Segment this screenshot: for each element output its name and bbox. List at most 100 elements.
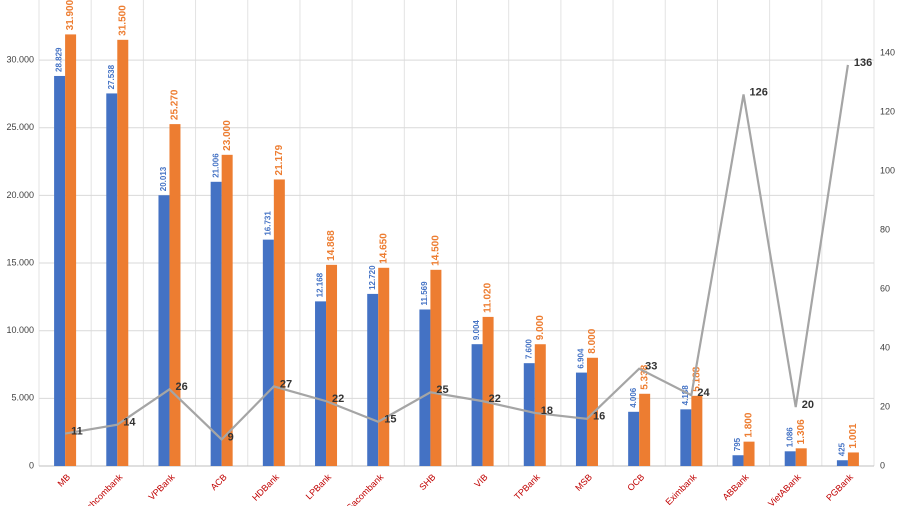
y2-tick-label: 60 [880,283,890,293]
value-label: 1.086 [785,427,794,448]
value-label: 25.270 [170,89,181,120]
line-label: 24 [697,387,710,399]
bar [743,441,755,466]
bar [586,357,598,466]
x-tick-label: SHB [417,472,437,492]
value-label: 8.000 [587,328,598,353]
y2-tick-label: 20 [880,401,890,411]
value-label: 5.188 [691,366,702,391]
bar [628,411,640,466]
value-label: 28.829 [55,47,64,72]
bar [106,93,118,466]
value-label: 11.020 [483,282,494,312]
value-label: 31.500 [117,5,128,36]
x-tick-label: MB [56,472,73,489]
bar [523,363,535,466]
line-label: 22 [489,393,501,405]
bar [471,344,483,466]
x-tick-label: ACB [209,472,229,492]
line-label: 9 [228,431,234,443]
value-label: 14.868 [326,230,337,261]
bar [117,39,129,467]
bar [482,316,494,466]
bar [273,179,285,467]
value-label: 12.720 [368,265,377,290]
line-label: 20 [802,399,814,411]
bar [367,293,379,466]
x-tick-label: Techcombank [78,472,125,506]
bar [65,34,77,466]
bar [221,154,233,466]
value-label: 1.306 [796,419,807,444]
bar [419,309,431,466]
y2-tick-label: 140 [880,48,895,58]
line-label: 14 [123,417,136,429]
y-tick-label: 5.000 [11,393,34,403]
line-label: 18 [541,405,553,417]
value-label: 16.731 [263,211,272,236]
value-label: 6.904 [577,348,586,369]
x-tick-label: ABBank [721,472,751,502]
bar [158,195,170,466]
y2-tick-label: 0 [880,460,885,470]
value-label: 14.500 [431,235,442,266]
y-tick-label: 20.000 [6,190,34,200]
x-tick-label: HDBank [250,472,281,503]
y-tick-label: 0 [29,460,34,470]
value-label: 4.188 [681,385,690,406]
bar [262,239,274,466]
value-label: 5.338 [639,364,650,389]
y-tick-label: 15.000 [6,257,34,267]
bar [691,395,703,466]
x-tick-label: VPBank [146,472,176,502]
x-tick-label: VIB [472,472,489,489]
y2-tick-label: 80 [880,224,890,234]
value-label: 11.569 [420,281,429,306]
x-tick-label: Sacombank [345,472,386,506]
y-tick-label: 30.000 [6,54,34,64]
line-label: 126 [750,86,768,98]
bar [847,452,859,466]
bar [795,448,807,466]
value-label: 795 [733,437,742,451]
x-tick-label: Eximbank [663,472,698,506]
line [64,64,849,442]
x-tick-label: TPBank [512,472,542,502]
bar [732,455,744,466]
bar [534,344,546,466]
x-tick-label: OCB [625,472,646,493]
value-label: 1.800 [744,412,755,437]
x-tick-label: MSB [573,472,594,493]
value-label: 27.538 [107,64,116,89]
bar [210,181,222,466]
line-label: 136 [854,57,872,69]
bar [680,409,692,466]
x-tick-label: PGBank [824,472,855,503]
value-label: 7.600 [524,339,533,360]
value-label: 1.001 [848,423,859,448]
bar [326,264,338,466]
y2-tick-label: 120 [880,107,895,117]
line-label: 27 [280,378,292,390]
bar [639,393,651,466]
line-label: 26 [175,381,187,393]
y-tick-label: 10.000 [6,325,34,335]
bar [430,269,442,466]
value-label: 20.013 [159,166,168,191]
bar [315,301,327,466]
value-label: 9.000 [535,315,546,340]
line-label: 15 [384,414,396,426]
y2-tick-label: 40 [880,342,890,352]
x-tick-label: LPBank [304,472,334,502]
x-tick-label: VietABank [766,472,803,506]
value-label: 21.006 [211,153,220,178]
value-label: 31.900 [65,0,76,30]
bar [836,460,848,466]
bar [378,267,390,466]
bar [784,451,796,466]
line-label: 25 [436,384,448,396]
value-label: 4.006 [629,387,638,408]
line-label: 22 [332,393,344,405]
bar [169,124,181,467]
